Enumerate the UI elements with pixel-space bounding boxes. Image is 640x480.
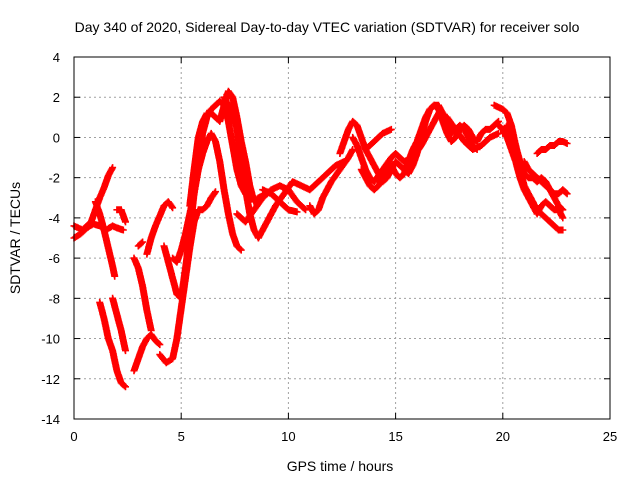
series-track-j [134,238,147,250]
plus-marker-trail [109,294,129,355]
plus-marker-trail [96,298,129,391]
y-tick-label: -2 [48,171,60,186]
plus-marker-trail [130,254,155,334]
x-tick-label: 0 [70,429,77,444]
y-tick-label: 0 [53,130,60,145]
plus-marker-trail [91,198,119,280]
plus-marker-trail [357,101,481,194]
x-tick-label: 10 [281,429,295,444]
x-tick-label: 15 [388,429,402,444]
series-track-v [357,101,481,194]
data-markers [70,87,571,391]
y-tick-label: -8 [48,291,60,306]
series-track-f [113,206,129,226]
series-track-aa [533,138,571,157]
plus-marker-trail [233,182,310,226]
plus-marker-trail [134,238,147,250]
y-axis-label: SDTVAR / TECUs [7,182,23,294]
x-tick-label: 5 [178,429,185,444]
series-track-z [520,158,571,198]
series-track-u [362,125,395,153]
series-track-g [130,331,164,375]
x-tick-label: 20 [496,429,510,444]
plus-marker-trail [520,158,571,198]
axis-ticks: 0 5 10 15 20 25 -14 -12 -10 -8 -6 -4 -2 0 2 4 [41,50,617,444]
series-track-e [109,294,129,355]
y-tick-label: -6 [48,251,60,266]
plus-marker-trail [306,146,357,218]
plus-marker-trail [495,121,567,222]
x-tick-label: 25 [603,429,617,444]
y-tick-label: -14 [41,412,60,427]
y-tick-label: -4 [48,211,60,226]
plot-frame [73,56,611,420]
series-track-d [96,298,129,391]
x-axis-label: GPS time / hours [287,458,394,474]
y-tick-label: -10 [41,332,60,347]
series-track-r [306,146,357,218]
plus-marker-trail [362,125,395,153]
plus-marker-trail [130,331,164,375]
plus-marker-trail [113,206,129,226]
plus-marker-trail [533,138,571,157]
series-track-i [143,198,177,258]
plus-marker-trail [259,186,301,216]
series-track-x [495,121,567,222]
plus-marker-trail [143,198,177,258]
y-tick-label: 4 [53,50,60,65]
y-tick-label: -12 [41,372,60,387]
series-track-c [91,198,119,280]
series-track-q [259,186,301,216]
series-track-p [233,182,310,226]
chart-title: Day 340 of 2020, Sidereal Day-to-day VTE… [75,19,580,35]
series-track-h [130,254,155,334]
y-tick-label: 2 [53,90,60,105]
